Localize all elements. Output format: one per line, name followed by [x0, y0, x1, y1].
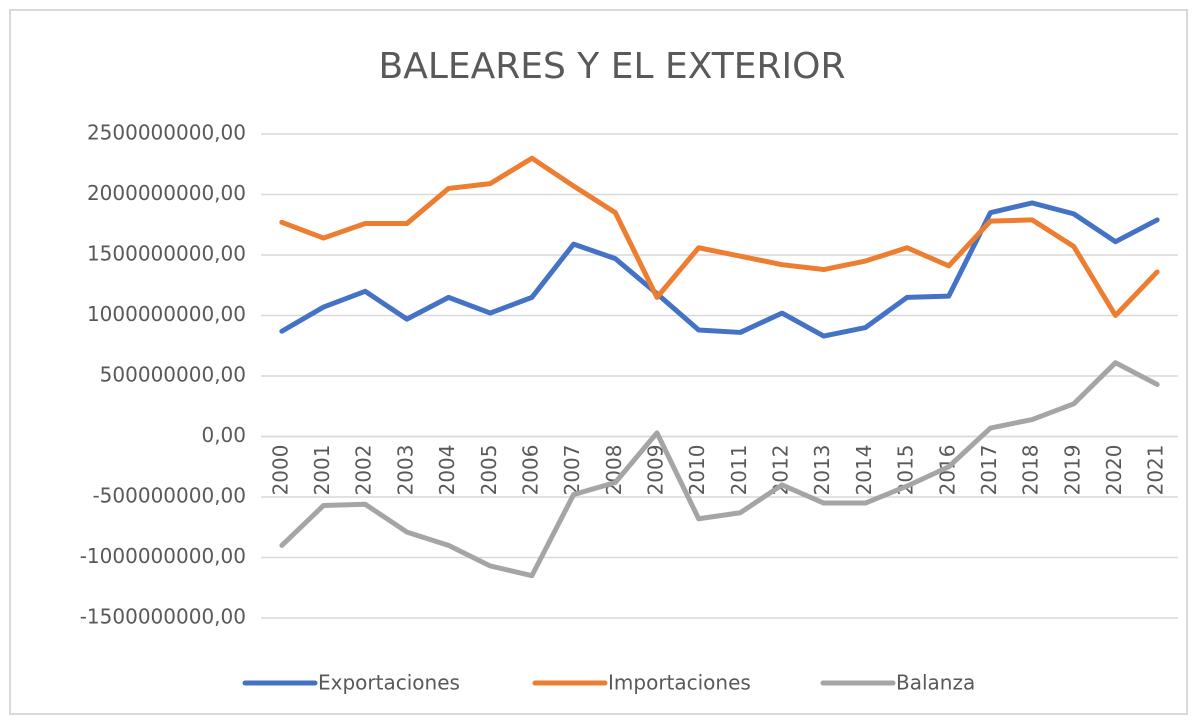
chart-frame [9, 9, 1188, 715]
y-tick-label: -1500000000,00 [80, 605, 246, 629]
y-tick-label: -1000000000,00 [80, 544, 246, 568]
x-tick-label: 2009 [643, 445, 667, 496]
x-tick-label: 2004 [435, 445, 459, 496]
series-line [279, 360, 1160, 579]
series-line [279, 200, 1160, 339]
x-tick-label: 2018 [1019, 445, 1043, 496]
y-tick-label: 2500000000,00 [87, 121, 246, 145]
x-tick-label: 2019 [1060, 445, 1084, 496]
x-tick-label: 2003 [393, 445, 417, 496]
legend-label: Balanza [896, 671, 975, 695]
legend-label: Exportaciones [318, 671, 460, 695]
y-tick-label: 1500000000,00 [87, 242, 246, 266]
y-tick-label: -500000000,00 [92, 484, 246, 508]
legend-label: Importaciones [608, 671, 751, 695]
x-tick-label: 2002 [352, 445, 376, 496]
y-tick-label: 1000000000,00 [87, 302, 246, 326]
x-tick-label: 2000 [268, 445, 292, 496]
chart-title: BALEARES Y EL EXTERIOR [379, 46, 846, 87]
x-tick-label: 2014 [852, 445, 876, 496]
x-tick-label: 2010 [685, 445, 709, 496]
x-tick-label: 2001 [310, 445, 334, 496]
x-tick-label: 2021 [1144, 445, 1168, 496]
y-tick-label: 500000000,00 [100, 363, 246, 387]
y-tick-label: 0,00 [201, 423, 246, 447]
series-line [279, 155, 1160, 318]
x-tick-label: 2007 [560, 445, 584, 496]
x-tick-label: 2017 [977, 445, 1001, 496]
x-tick-label: 2013 [810, 445, 834, 496]
x-tick-label: 2020 [1102, 445, 1126, 496]
x-tick-label: 2006 [518, 445, 542, 496]
y-tick-label: 2000000000,00 [87, 181, 246, 205]
x-tick-label: 2005 [477, 445, 501, 496]
x-tick-label: 2011 [727, 445, 751, 496]
